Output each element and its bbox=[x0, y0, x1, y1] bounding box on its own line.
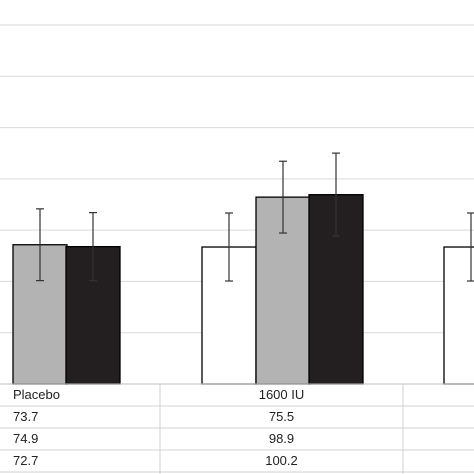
table-cell: 72.7 bbox=[13, 453, 39, 468]
table-cell: 74.9 bbox=[13, 431, 39, 446]
table-header-1600iu: 1600 IU bbox=[258, 387, 305, 402]
white-bar bbox=[443, 246, 474, 385]
table-cell: 73.7 bbox=[13, 409, 39, 424]
table-cell: 100.2 bbox=[265, 453, 298, 468]
table-cell: 75.5 bbox=[268, 409, 295, 424]
table-header-placebo: Placebo bbox=[13, 387, 60, 402]
table-cell: 98.9 bbox=[268, 431, 295, 446]
bars bbox=[12, 194, 474, 385]
error-bars bbox=[36, 152, 474, 282]
table-lines bbox=[0, 383, 474, 474]
